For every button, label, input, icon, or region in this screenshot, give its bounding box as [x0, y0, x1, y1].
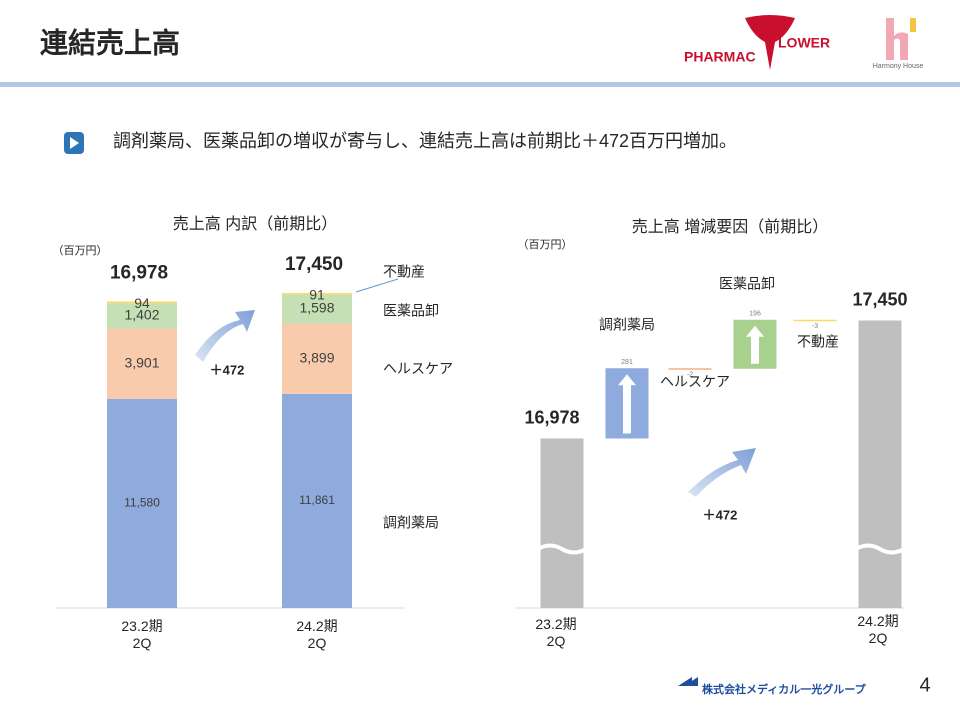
chart-title: 売上高 内訳（前期比）: [173, 215, 337, 233]
bar: [793, 319, 837, 322]
x-tick-label: 23.2期 2Q: [121, 618, 162, 651]
total-label: 17,450: [285, 254, 343, 275]
total-label: 16,978: [524, 407, 579, 427]
page-number: 4: [919, 674, 930, 696]
total-label: 17,450: [852, 289, 907, 309]
bar: [540, 438, 584, 608]
x-tick-label: 24.2期 2Q: [857, 613, 898, 646]
series-label: 調剤薬局: [383, 515, 439, 531]
bullet-icon: [70, 137, 79, 149]
axis-break: [854, 543, 906, 555]
series-label: ヘルスケア: [383, 361, 453, 377]
unit-label: （百万円）: [518, 238, 573, 251]
arrow-decoration: [195, 310, 255, 362]
value-label: 196: [749, 311, 761, 318]
x-tick-label: 医薬品卸: [719, 276, 775, 292]
bar-arrow: [618, 374, 636, 434]
axis-break: [536, 543, 588, 555]
unit-label: （百万円）: [53, 244, 108, 257]
x-tick-label: 不動産: [797, 334, 839, 350]
bar-segment: [282, 292, 352, 295]
value-label: 11,580: [124, 496, 160, 510]
value-label: 11,861: [299, 493, 335, 507]
value-label: 91: [309, 286, 325, 302]
logo-flower: [745, 15, 795, 70]
header-rule: [0, 82, 960, 87]
leader-line: [355, 278, 399, 293]
page-title: 連結売上高: [40, 26, 180, 58]
value-label: -2: [687, 372, 693, 379]
series-label: 医薬品卸: [383, 303, 439, 319]
bar-segment: [107, 301, 177, 304]
value-label: 3,901: [124, 354, 159, 370]
value-label: 94: [134, 295, 150, 311]
bar-segment: [282, 294, 352, 324]
footer-company: 株式会社メディカル一光グループ: [702, 682, 867, 696]
bar-segment: [107, 398, 177, 608]
bullet-text: 調剤薬局、医薬品卸の増収が寄与し、連結売上高は前期比＋472百万円増加。: [113, 131, 737, 151]
arrow-decoration: [688, 448, 756, 497]
bar-segment: [282, 323, 352, 394]
footer-icon: [678, 677, 698, 686]
annotation: ＋472: [210, 362, 245, 377]
logo-text: PHARMAC: [684, 49, 756, 65]
value-label: 1,402: [124, 307, 159, 323]
bar-segment: [107, 328, 177, 399]
logo-mark: [886, 18, 908, 60]
chart-title: 売上高 増減要因（前期比）: [632, 218, 828, 236]
x-tick-label: 23.2期 2Q: [535, 616, 576, 649]
bar-segment: [282, 393, 352, 608]
logo-text: Harmony House: [873, 63, 924, 70]
annotation: ＋472: [703, 507, 738, 522]
value-label: 1,598: [299, 300, 334, 316]
value-label: 3,899: [299, 349, 334, 365]
bar-arrow: [746, 325, 764, 364]
bar-segment: [107, 303, 177, 329]
x-tick-label: ヘルスケア: [660, 374, 730, 390]
series-label: 不動産: [383, 264, 425, 280]
value-label: 281: [621, 359, 633, 366]
value-label: -3: [812, 323, 818, 330]
bar: [668, 368, 712, 370]
total-label: 16,978: [110, 262, 168, 283]
bar: [858, 320, 902, 608]
logo-mark: [910, 18, 916, 32]
x-tick-label: 調剤薬局: [599, 317, 655, 333]
logo-text: LOWER: [778, 35, 830, 51]
x-tick-label: 24.2期 2Q: [296, 618, 337, 651]
